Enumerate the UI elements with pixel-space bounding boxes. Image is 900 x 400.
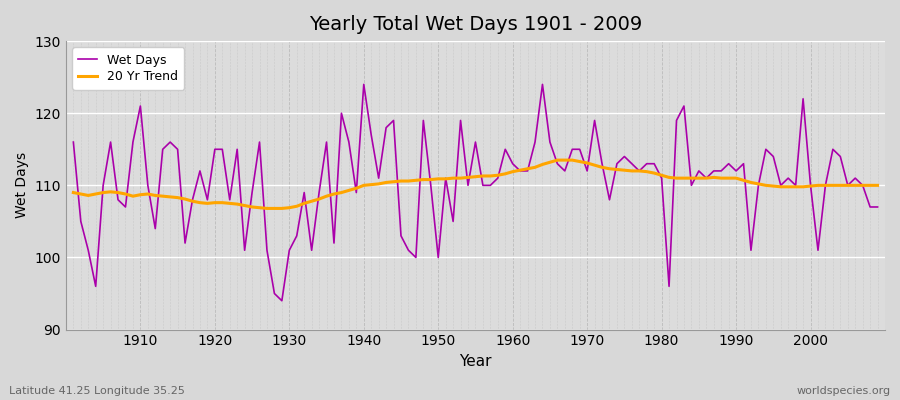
Text: Latitude 41.25 Longitude 35.25: Latitude 41.25 Longitude 35.25	[9, 386, 184, 396]
Wet Days	[522, 168, 533, 173]
20 Yr Trend	[262, 206, 273, 211]
20 Yr Trend	[128, 194, 139, 198]
20 Yr Trend	[872, 183, 883, 188]
Wet Days	[344, 140, 355, 144]
20 Yr Trend	[552, 158, 562, 162]
Legend: Wet Days, 20 Yr Trend: Wet Days, 20 Yr Trend	[72, 47, 184, 90]
Wet Days	[128, 140, 139, 144]
Wet Days	[276, 298, 287, 303]
20 Yr Trend	[611, 167, 622, 172]
Line: 20 Yr Trend: 20 Yr Trend	[74, 160, 878, 208]
20 Yr Trend	[508, 169, 518, 174]
20 Yr Trend	[344, 188, 355, 193]
Wet Days	[611, 161, 622, 166]
Y-axis label: Wet Days: Wet Days	[15, 152, 29, 218]
Wet Days	[299, 190, 310, 195]
20 Yr Trend	[515, 168, 526, 173]
Line: Wet Days: Wet Days	[74, 84, 878, 301]
X-axis label: Year: Year	[459, 354, 491, 369]
Wet Days	[68, 140, 79, 144]
20 Yr Trend	[299, 201, 310, 206]
20 Yr Trend	[68, 190, 79, 195]
Text: worldspecies.org: worldspecies.org	[796, 386, 891, 396]
Title: Yearly Total Wet Days 1901 - 2009: Yearly Total Wet Days 1901 - 2009	[309, 15, 642, 34]
Wet Days	[358, 82, 369, 87]
Wet Days	[515, 168, 526, 173]
Wet Days	[872, 204, 883, 209]
